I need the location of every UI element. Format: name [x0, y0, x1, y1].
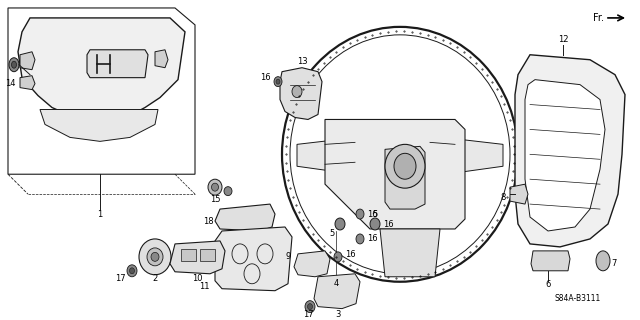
Text: 1: 1: [97, 210, 102, 219]
Polygon shape: [40, 109, 158, 141]
Text: 16: 16: [383, 220, 394, 228]
Polygon shape: [314, 274, 360, 308]
Polygon shape: [510, 184, 528, 204]
Ellipse shape: [276, 79, 280, 84]
Ellipse shape: [282, 27, 518, 282]
Polygon shape: [170, 241, 225, 274]
Bar: [200, 249, 215, 261]
Polygon shape: [445, 140, 503, 172]
Polygon shape: [215, 204, 275, 231]
Text: 4: 4: [333, 279, 339, 288]
Text: 8: 8: [500, 193, 506, 202]
Text: 9: 9: [285, 252, 291, 261]
Polygon shape: [20, 76, 35, 90]
Text: 18: 18: [203, 217, 213, 226]
Ellipse shape: [394, 153, 416, 179]
Polygon shape: [380, 229, 440, 277]
Ellipse shape: [356, 234, 364, 244]
Polygon shape: [215, 227, 292, 291]
Ellipse shape: [127, 265, 137, 277]
Text: 14: 14: [4, 79, 15, 88]
Polygon shape: [87, 50, 148, 78]
Text: 7: 7: [611, 259, 617, 268]
Polygon shape: [294, 251, 330, 277]
Text: 17: 17: [303, 310, 314, 319]
Ellipse shape: [224, 187, 232, 196]
Text: 6: 6: [545, 280, 550, 289]
Ellipse shape: [335, 218, 345, 230]
Polygon shape: [297, 140, 355, 172]
Text: 10: 10: [192, 274, 202, 283]
Ellipse shape: [151, 252, 159, 261]
Ellipse shape: [334, 252, 342, 262]
Ellipse shape: [596, 251, 610, 271]
Ellipse shape: [211, 183, 218, 191]
Text: Fr.: Fr.: [593, 13, 604, 23]
Ellipse shape: [208, 179, 222, 195]
Text: 15: 15: [210, 195, 220, 204]
Polygon shape: [18, 18, 185, 116]
Polygon shape: [20, 52, 35, 70]
Text: 16: 16: [260, 73, 270, 82]
Ellipse shape: [129, 268, 134, 274]
Ellipse shape: [274, 77, 282, 87]
Ellipse shape: [356, 209, 364, 219]
Text: 11: 11: [199, 282, 209, 291]
Polygon shape: [280, 68, 322, 119]
Text: 12: 12: [557, 35, 568, 44]
Text: 13: 13: [297, 57, 307, 66]
Text: 16: 16: [367, 235, 378, 244]
Polygon shape: [325, 119, 465, 229]
Polygon shape: [8, 8, 195, 174]
Text: 5: 5: [330, 229, 335, 238]
Text: 16: 16: [345, 250, 355, 260]
Text: 16: 16: [367, 210, 378, 219]
Text: 2: 2: [152, 274, 157, 283]
Text: 3: 3: [335, 310, 340, 319]
Text: 5: 5: [372, 210, 378, 219]
Bar: [181, 249, 196, 261]
Ellipse shape: [147, 248, 163, 266]
Ellipse shape: [370, 218, 380, 230]
Ellipse shape: [385, 144, 425, 188]
Polygon shape: [515, 55, 625, 247]
Ellipse shape: [139, 239, 171, 275]
Polygon shape: [385, 146, 425, 209]
Ellipse shape: [292, 86, 302, 98]
Polygon shape: [155, 50, 168, 68]
Ellipse shape: [12, 61, 17, 68]
Text: 17: 17: [115, 274, 125, 283]
Polygon shape: [531, 251, 570, 271]
Polygon shape: [525, 80, 605, 231]
Ellipse shape: [307, 304, 312, 310]
Ellipse shape: [305, 301, 315, 313]
Ellipse shape: [9, 58, 19, 72]
Text: S84A-B3111: S84A-B3111: [555, 294, 601, 303]
